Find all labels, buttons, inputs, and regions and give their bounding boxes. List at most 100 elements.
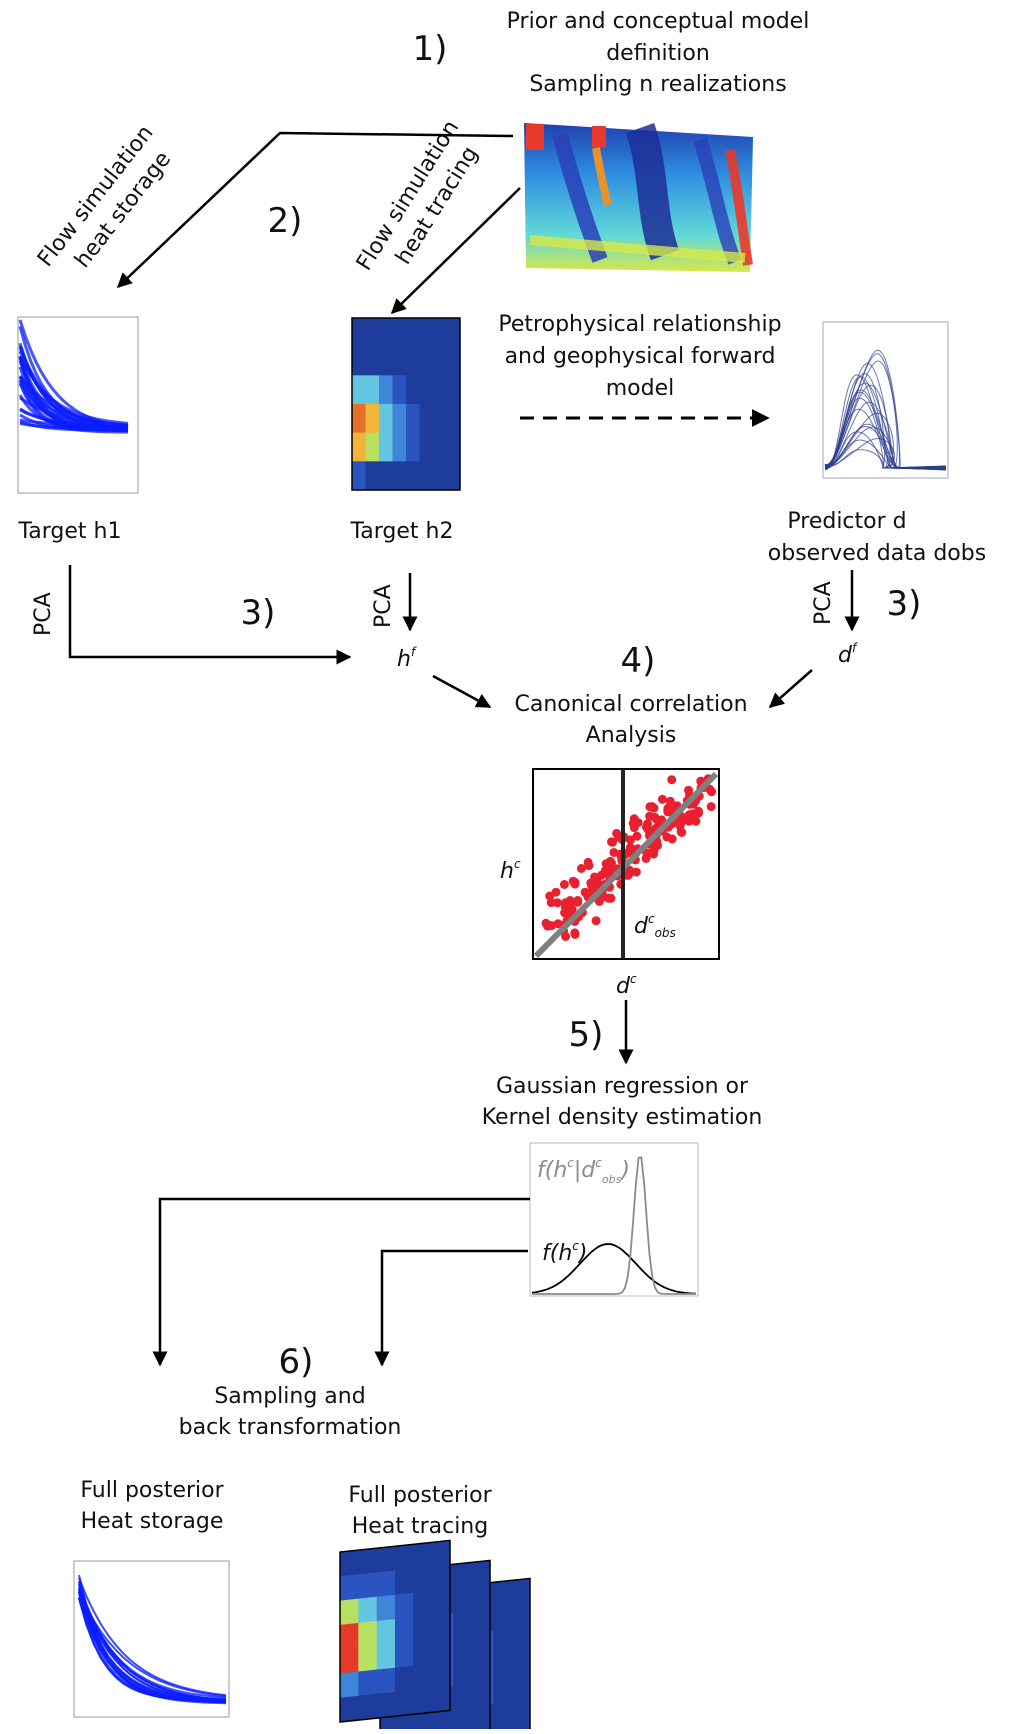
predictor-line-2: observed data dobs	[768, 541, 986, 566]
heatmap-cell	[431, 1637, 451, 1665]
heatmap-frame	[351, 317, 461, 491]
heatmap-cell	[493, 1677, 513, 1705]
heatmap-cell	[416, 1711, 436, 1734]
heatmap-cell	[471, 1560, 491, 1588]
curve	[18, 347, 129, 429]
heatmap-cell	[419, 404, 434, 434]
scatter-point	[706, 802, 716, 812]
heatmap-cell	[352, 432, 366, 462]
heatmap-cell	[365, 432, 380, 462]
heatmap-cell	[413, 1615, 433, 1642]
scatter-point	[657, 815, 667, 825]
target-h2-label: Target h2	[350, 519, 454, 544]
heatmap-cell	[471, 1584, 491, 1612]
heatmap-cell	[352, 404, 366, 434]
heatmap-cell	[395, 1641, 414, 1669]
heatmap-cell	[433, 404, 447, 434]
heatmap-cell	[392, 375, 407, 405]
heatmap-cell	[352, 461, 366, 491]
scatter-point	[559, 880, 569, 889]
scatter-point	[657, 794, 667, 804]
heatmap-cell	[433, 375, 447, 405]
step-1-line-1: Prior and conceptual model	[507, 9, 810, 34]
scatter-point	[645, 811, 655, 821]
heatmap-cell	[493, 1604, 513, 1632]
heatmap-cell	[419, 346, 434, 376]
posterior-tracing-line-2: Heat tracing	[352, 1514, 488, 1539]
target-h2-heatmap	[351, 317, 461, 491]
heatmap-cell	[511, 1651, 531, 1679]
h-reduced-label: hf	[397, 645, 417, 672]
posterior-storage-curves	[78, 1574, 227, 1705]
petro-line-3: model	[606, 376, 675, 401]
heatmap-cell	[340, 1574, 359, 1602]
curve	[19, 421, 128, 430]
arrow-to-heat-tracing	[390, 187, 521, 315]
curve	[78, 1591, 227, 1698]
heatmap-cell	[406, 346, 420, 376]
heatmap-cell	[352, 375, 366, 405]
heatmap-cell	[493, 1653, 513, 1680]
heatmap-cell	[358, 1572, 378, 1600]
step-5-line-1: Gaussian regression or	[496, 1074, 749, 1099]
heatmap-cell	[431, 1540, 451, 1568]
curve	[824, 397, 947, 470]
heatmap-cell	[453, 1610, 473, 1638]
heatmap-cell	[433, 318, 447, 348]
heatmap-cell	[395, 1592, 414, 1620]
heatmap-cell	[431, 1564, 451, 1592]
target-h1-label: Target h1	[18, 519, 122, 544]
heatmap-cell	[453, 1708, 473, 1734]
predictor-curves	[824, 349, 947, 471]
heatmap-cell	[352, 318, 366, 348]
scatter-point	[666, 800, 676, 809]
prior-density-label: f(hc)	[542, 1239, 587, 1266]
heatmap-cell	[419, 461, 434, 491]
scatter-point	[570, 929, 580, 939]
scatter-point	[570, 879, 580, 889]
target-h1-plot	[17, 316, 139, 494]
heatmap-cell	[433, 461, 447, 491]
scatter-point	[684, 810, 694, 820]
scatter-point	[594, 896, 604, 906]
heatmap-cell	[358, 1548, 378, 1575]
scatter-point	[612, 828, 622, 838]
heatmap-cell	[511, 1675, 531, 1703]
heatmap-cell	[358, 1596, 378, 1624]
heatmap-border	[339, 1539, 451, 1723]
heatmap-cell	[376, 1570, 396, 1598]
step-5-number: 5)	[569, 1015, 604, 1055]
heatmap-cell	[431, 1588, 451, 1616]
scatter-point	[662, 832, 672, 842]
scatter-point	[642, 848, 652, 858]
petro-line-2: and geophysical forward	[505, 344, 776, 369]
step-1-line-2: definition	[606, 41, 710, 66]
heatmap-cell	[471, 1706, 491, 1733]
curve	[824, 401, 947, 469]
heatmap-cell	[413, 1566, 433, 1594]
heatmap-cell	[511, 1699, 531, 1727]
regression-line	[533, 771, 719, 959]
heatmap-cell	[493, 1580, 513, 1608]
scatter-point	[624, 870, 634, 880]
heatmap-cell	[413, 1663, 433, 1691]
heatmap-cell	[406, 318, 420, 348]
scatter-point	[573, 897, 583, 907]
heatmap-cell	[340, 1622, 359, 1650]
svg-text:PCA: PCA	[31, 592, 56, 636]
curve	[824, 412, 947, 470]
target-h1-curves	[18, 319, 129, 434]
heatmap-cell	[365, 375, 380, 405]
petro-line-1: Petrophysical relationship	[498, 312, 781, 337]
heatmap-cell	[340, 1598, 359, 1626]
scatter-point	[591, 916, 601, 926]
flow-storage-label: Flow simulation heat storage	[33, 121, 176, 273]
pca-label-h1: PCA	[31, 592, 56, 636]
step-4-line-1: Canonical correlation	[514, 692, 747, 717]
heatmap-cell	[511, 1626, 531, 1654]
svg-text:PCA: PCA	[371, 584, 396, 628]
heatmap-cell	[511, 1578, 531, 1606]
prior-realization-image	[524, 122, 753, 272]
heatmap-cell	[379, 404, 393, 434]
step-5-line-2: Kernel density estimation	[482, 1105, 763, 1130]
